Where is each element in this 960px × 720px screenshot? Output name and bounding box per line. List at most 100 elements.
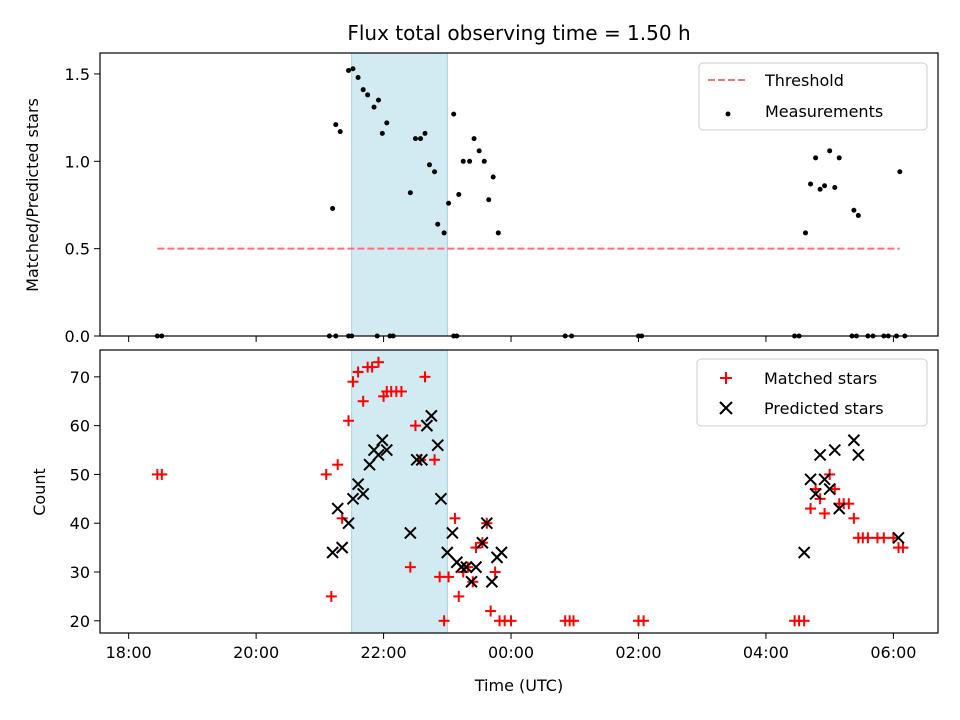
top-legend: Threshold Measurements (698, 62, 928, 131)
matched-star-point (325, 590, 337, 602)
matched-star-point (805, 503, 817, 515)
predicted-star-point (804, 473, 817, 486)
matched-star-point (798, 615, 810, 627)
measurement-point (460, 158, 466, 164)
bottom-ytick-label: 50 (70, 465, 90, 484)
predicted-star-point (351, 477, 365, 491)
top-y-axis: 0.0 0.5 1.0 1.5 (65, 65, 100, 346)
predicted-star-point (410, 453, 423, 466)
predicted-star-point (495, 546, 508, 559)
top-y-axis-label: Matched/Predicted stars (23, 98, 42, 292)
matched-star-point (366, 361, 378, 373)
legend-threshold-label: Threshold (764, 71, 844, 90)
measurement-point (817, 186, 823, 192)
matched-star-point (357, 395, 369, 407)
matched-star-point (320, 468, 332, 480)
predicted-star-point (356, 487, 370, 501)
matched-star-point (352, 366, 364, 378)
matched-star-point (829, 483, 841, 495)
measurement-point (412, 136, 418, 142)
predicted-star-point (469, 560, 483, 574)
measurement-point (822, 183, 828, 189)
predicted-star-point (813, 448, 827, 462)
predicted-star-point (376, 434, 389, 447)
matched-star-point (336, 512, 348, 524)
top-panel: 0.0 0.5 1.0 1.5 Matched/Predicted stars Thr… (23, 52, 939, 346)
predicted-star-point (346, 492, 360, 506)
predicted-star-point (434, 492, 448, 506)
matched-star-point (453, 590, 465, 602)
measurement-point (422, 130, 428, 136)
matched-star-point (489, 566, 501, 578)
bottom-legend-box (696, 358, 928, 427)
measurement-point (355, 74, 361, 80)
predicted-star-point (326, 546, 339, 559)
measurement-point (418, 136, 424, 142)
bottom-xtick-label: 04:00 (743, 643, 789, 662)
x-axis-label: Time (UTC) (474, 676, 563, 695)
predicted-star-point (476, 536, 489, 549)
matched-star-point (485, 605, 497, 617)
matched-star-point (449, 512, 461, 524)
predicted-star-point (818, 473, 831, 486)
bottom-ytick-label: 60 (70, 417, 90, 436)
measurement-point (360, 87, 366, 93)
measurement-point (384, 120, 390, 126)
measurement-point (446, 200, 452, 206)
bottom-ytick-label: 30 (70, 563, 90, 582)
measurement-point (851, 207, 857, 213)
predicted-star-point (892, 531, 905, 545)
legend-predicted-label: Predicted stars (764, 399, 884, 418)
measurement-point (451, 111, 457, 117)
legend-predicted-marker (719, 401, 733, 415)
measurement-point (435, 221, 441, 227)
legend-measurements-label: Measurements (765, 102, 883, 121)
predicted-star-point (363, 458, 376, 471)
measurement-point (897, 169, 903, 175)
bottom-xtick-label: 02:00 (615, 643, 661, 662)
measurement-point (371, 104, 377, 110)
observing-window-shade (351, 349, 448, 634)
measurement-point (808, 181, 814, 187)
measurement-point (481, 158, 487, 164)
predicted-star-point (833, 502, 846, 515)
matched-star-point (862, 532, 874, 544)
predicted-star-point (465, 575, 478, 588)
matched-star-point (332, 459, 344, 471)
measurement-point (426, 162, 432, 168)
matched-star-point (848, 512, 860, 524)
matched-star-point (638, 615, 650, 627)
matched-star-point (419, 371, 431, 383)
predicted-star-point (342, 517, 355, 530)
matched-star-point (409, 420, 421, 432)
matched-star-point (156, 468, 168, 480)
bottom-xtick-label: 06:00 (870, 643, 916, 662)
top-ytick-label: 1.5 (65, 65, 90, 84)
bottom-xtick-label: 22:00 (361, 643, 407, 662)
predicted-star-point (404, 526, 417, 540)
measurement-point (836, 155, 842, 161)
bottom-xtick-label: 20:00 (233, 643, 279, 662)
matched-star-point (443, 571, 455, 583)
bottom-axes-frame (99, 349, 939, 634)
matched-star-point (819, 507, 831, 519)
matched-star-point (897, 542, 909, 554)
predicted-star-point (431, 438, 444, 452)
predicted-star-point (797, 546, 811, 559)
predicted-star-point (847, 434, 861, 447)
measurement-point (330, 205, 336, 211)
top-plot-area (154, 52, 908, 339)
predicted-star-point (420, 419, 434, 432)
matched-star-point (404, 561, 416, 573)
measurement-point (467, 158, 473, 164)
measurement-point (379, 130, 385, 136)
bottom-legend: Matched stars Predicted stars (696, 358, 928, 427)
bottom-ytick-label: 70 (70, 368, 90, 387)
predicted-star-point (809, 487, 822, 501)
observing-window-shade (351, 52, 448, 337)
top-axes-frame (99, 52, 939, 337)
chart-title: Flux total observing time = 1.50 h (347, 21, 690, 45)
measurement-point (827, 148, 833, 154)
predicted-star-point (331, 502, 344, 515)
